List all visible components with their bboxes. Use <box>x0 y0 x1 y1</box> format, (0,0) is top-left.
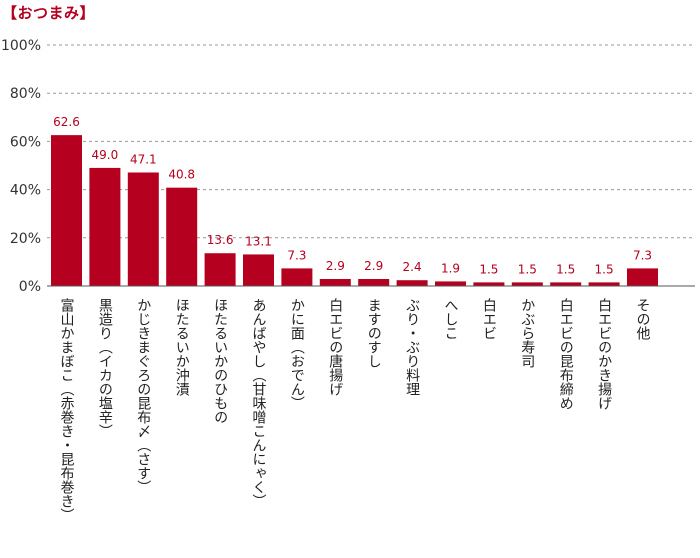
category-label: かぶら寿司 <box>519 298 536 368</box>
category-label: ほたるいか沖漬 <box>173 298 190 396</box>
data-label: 2.9 <box>326 259 345 273</box>
data-label: 2.4 <box>403 260 422 274</box>
category-label: ぶり・ぶり料理 <box>404 298 421 396</box>
category-label: 富山かまぼこ（赤巻き・昆布巻き） <box>58 298 75 522</box>
data-label: 13.1 <box>245 234 272 248</box>
data-label: 2.9 <box>364 259 383 273</box>
category-label: へしこ <box>442 298 459 340</box>
bar <box>166 187 198 286</box>
y-tick-label: 80% <box>10 86 41 102</box>
bar <box>243 254 274 286</box>
bar <box>511 282 543 286</box>
data-label: 7.3 <box>287 248 306 262</box>
bar <box>435 281 466 286</box>
bar <box>588 282 620 286</box>
chart-title: 【おつまみ】 <box>2 4 96 22</box>
bar <box>627 268 658 286</box>
bar <box>358 279 390 286</box>
category-label: かじきまぐろの昆布〆（さす） <box>135 298 152 494</box>
category-label: かに面（おでん） <box>288 298 305 410</box>
bar-chart: 0% 20% 40% 60% 80% 100% 62.6 49.0 47.1 40.8 13.6 1… <box>1 38 695 295</box>
y-tick-label: 0% <box>19 279 41 295</box>
data-label: 13.6 <box>207 233 234 247</box>
data-label: 1.5 <box>595 262 614 276</box>
y-tick-label: 60% <box>10 134 41 150</box>
category-label: 白エビの昆布締め <box>557 298 574 410</box>
data-label: 1.5 <box>518 262 537 276</box>
data-label: 1.5 <box>556 262 575 276</box>
bar <box>396 280 428 286</box>
data-labels: 62.6 49.0 47.1 40.8 13.6 13.1 7.3 2.9 2.9 2.4 1.9 1… <box>53 115 652 276</box>
bar <box>204 253 236 286</box>
bar <box>127 172 159 286</box>
bar <box>319 279 351 286</box>
data-label: 47.1 <box>130 152 157 166</box>
category-label: 白エビの唐揚げ <box>327 298 344 396</box>
grid-lines <box>47 44 695 239</box>
bars <box>51 135 658 286</box>
category-label: ほたるいかのひもの <box>212 298 229 424</box>
data-label: 62.6 <box>53 115 80 129</box>
bar <box>550 282 582 286</box>
category-label: 黒造り（イカの塩辛） <box>96 298 113 438</box>
category-label: 白エビ <box>480 298 497 340</box>
data-label: 49.0 <box>92 148 119 162</box>
y-axis-ticks: 0% 20% 40% 60% 80% 100% <box>1 38 41 295</box>
category-label: あんばやし（甘味噌こんにゃく） <box>250 298 267 508</box>
y-tick-label: 20% <box>10 231 41 247</box>
data-label: 40.8 <box>168 168 195 182</box>
data-label: 7.3 <box>633 248 652 262</box>
bar <box>51 135 82 286</box>
bar <box>473 282 505 286</box>
category-label: その他 <box>634 298 651 340</box>
data-label: 1.9 <box>441 261 460 275</box>
bar <box>89 167 121 286</box>
y-tick-label: 100% <box>1 38 41 54</box>
data-label: 1.5 <box>479 262 498 276</box>
category-label: 白エビのかき揚げ <box>596 298 613 410</box>
bar <box>281 268 313 286</box>
y-tick-label: 40% <box>10 183 41 199</box>
category-label: ますのすし <box>365 298 382 368</box>
